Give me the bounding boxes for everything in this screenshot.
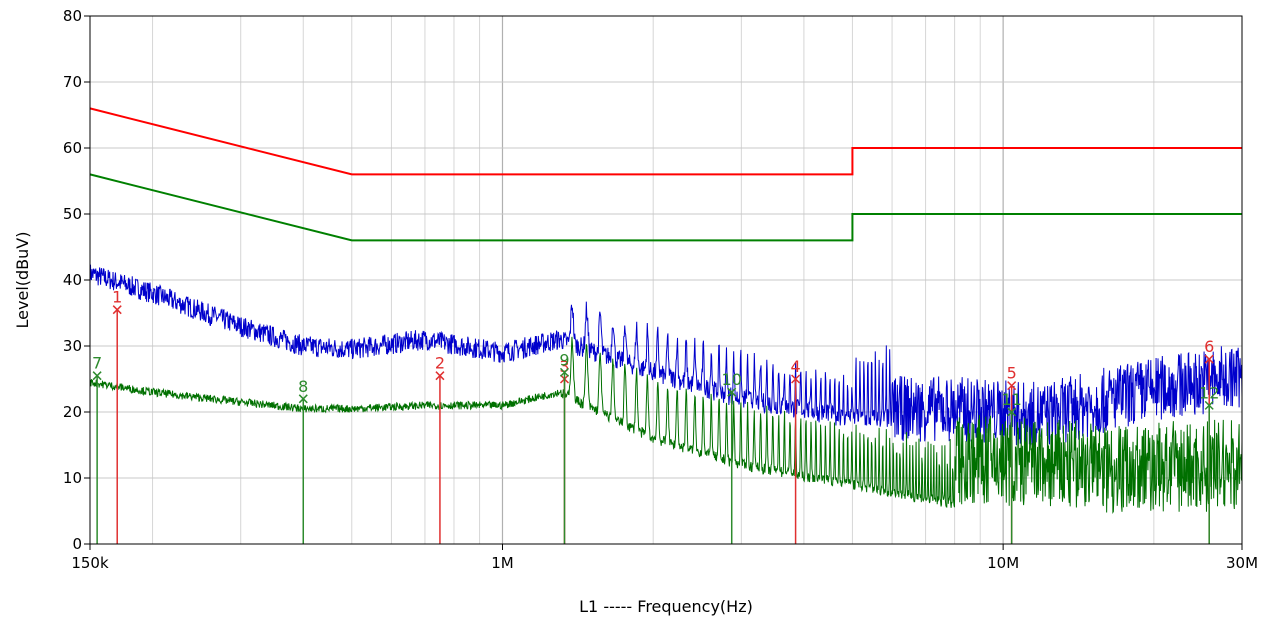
marker-label: 1: [112, 288, 122, 307]
marker-2: 2: [435, 354, 445, 544]
marker-label: 3: [559, 357, 569, 376]
marker-label: 6: [1204, 337, 1214, 356]
marker-x: [559, 367, 570, 377]
x-axis-ticks: 150k 1M 10M 30M: [71, 544, 1258, 572]
marker-label: 9: [559, 350, 569, 369]
marker-8: 8: [298, 377, 308, 544]
marker-4: 4: [791, 357, 801, 544]
marker-x: [298, 394, 308, 404]
marker-x: [1007, 381, 1017, 391]
avg-limit-line: [89, 173, 1242, 242]
marker-x: [112, 305, 122, 315]
marker-label: 11: [1001, 390, 1021, 409]
x-axis-title: L1 ----- Frequency(Hz): [579, 597, 753, 616]
y-axis-title: Level(dBuV): [13, 232, 32, 329]
y-axis-ticks: 0 10 20 30 40 50 60 70 80: [63, 7, 90, 553]
y-tick-label: 20: [63, 403, 82, 421]
marker-9: 9: [559, 350, 570, 544]
marker-label: 12: [1199, 383, 1219, 402]
marker-label: 4: [791, 357, 801, 376]
marker-x: [727, 387, 737, 397]
marker-x: [92, 371, 102, 381]
y-tick-label: 70: [63, 73, 82, 91]
y-tick-label: 30: [63, 337, 82, 355]
marker-label: 7: [92, 354, 102, 373]
peak-trace: [89, 264, 1243, 448]
marker-10: 10: [722, 370, 742, 544]
qp-limit-line: [89, 107, 1242, 176]
marker-label: 10: [722, 370, 742, 389]
marker-label: 5: [1007, 364, 1017, 383]
x-tick-label: 1M: [491, 554, 514, 572]
y-tick-label: 60: [63, 139, 82, 157]
y-tick-label: 80: [63, 7, 82, 25]
marker-1: 1: [112, 288, 122, 544]
marker-x: [1204, 400, 1214, 410]
marker-7: 7: [92, 354, 102, 544]
marker-label: 2: [435, 354, 445, 373]
x-tick-label: 10M: [987, 554, 1019, 572]
traces: [89, 264, 1243, 515]
marker-label: 8: [298, 377, 308, 396]
y-tick-label: 40: [63, 271, 82, 289]
x-tick-label: 150k: [71, 554, 109, 572]
x-tick-label: 30M: [1226, 554, 1258, 572]
y-tick-label: 0: [72, 535, 82, 553]
y-tick-label: 10: [63, 469, 82, 487]
avg-trace: [89, 336, 1243, 515]
marker-11: 11: [1001, 390, 1022, 544]
marker-x: [1007, 407, 1017, 417]
marker-12: 12: [1199, 383, 1219, 544]
y-tick-label: 50: [63, 205, 82, 223]
marker-x: [1204, 354, 1214, 364]
marker-x: [791, 374, 801, 384]
marker-x: [435, 371, 445, 381]
limit-lines: [89, 107, 1242, 242]
